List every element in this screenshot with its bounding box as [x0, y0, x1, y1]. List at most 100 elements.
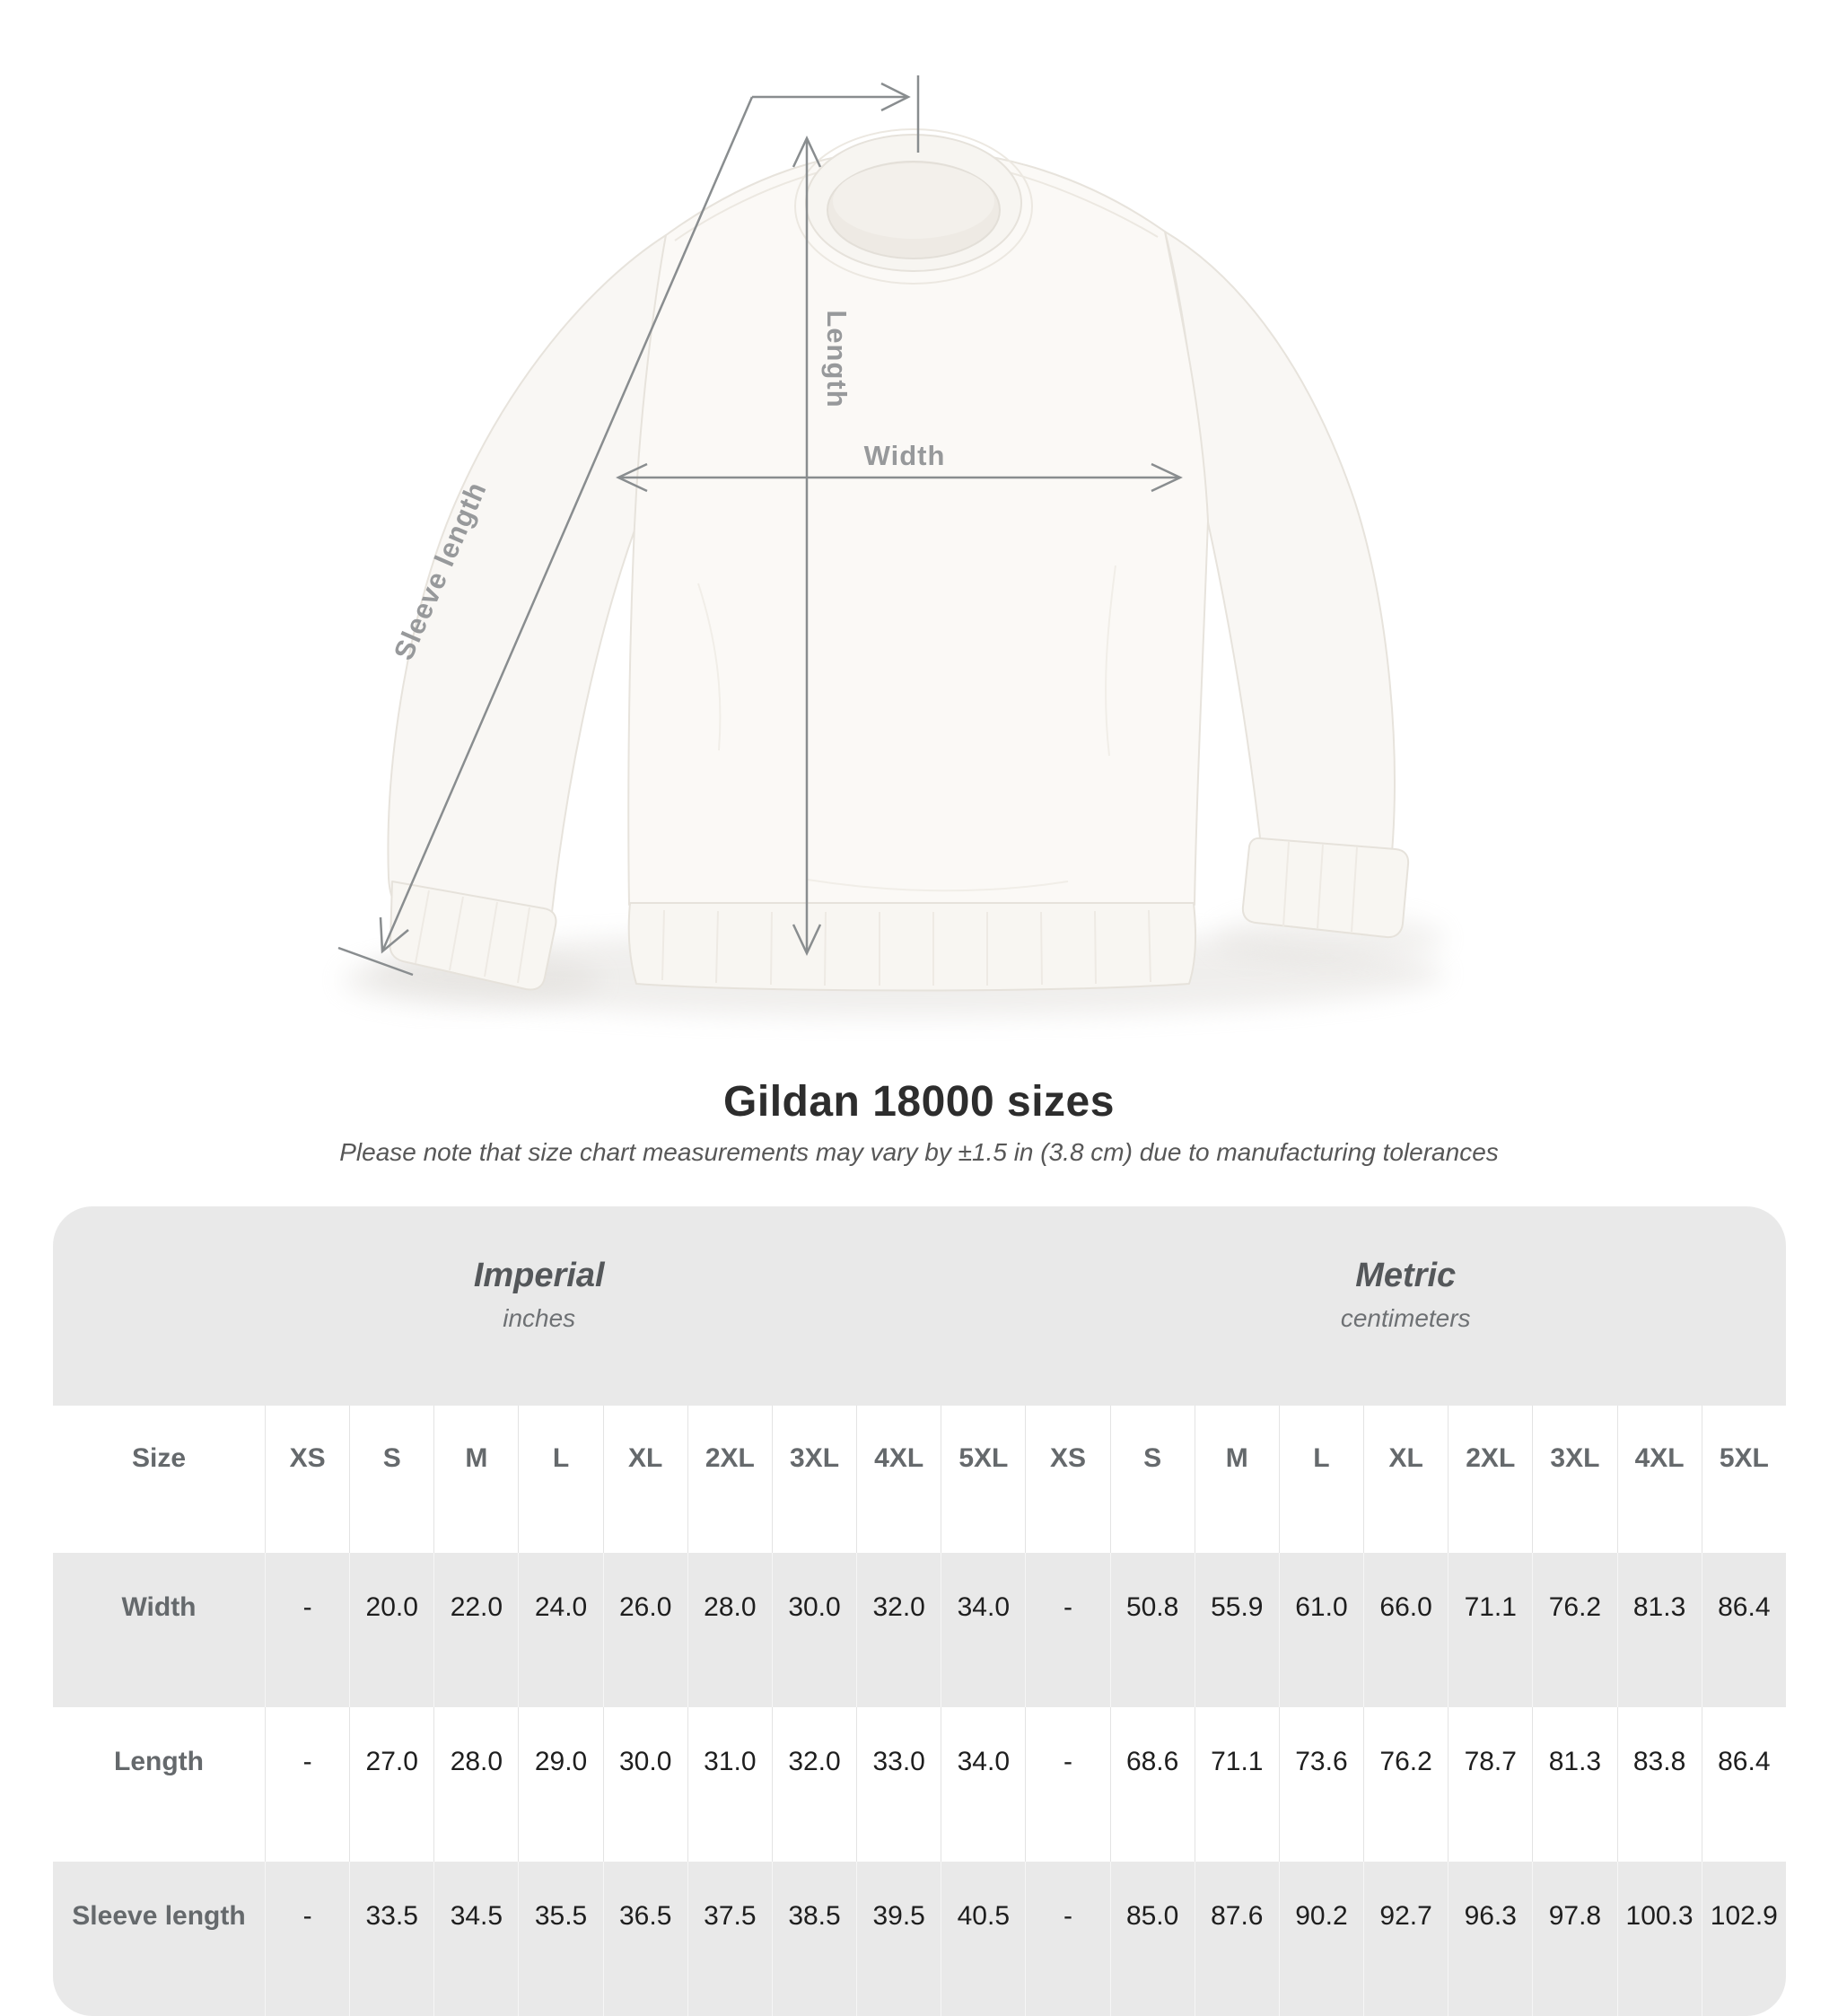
size-column-2xl: 2XL — [1448, 1406, 1533, 1553]
size-column-5xl: 5XL — [1701, 1406, 1786, 1553]
value-cell: 66.0 — [1363, 1553, 1449, 1707]
value-cell: 35.5 — [518, 1862, 603, 2016]
value-cell: 34.0 — [941, 1553, 1026, 1707]
left-cuff — [389, 881, 557, 991]
value-cell: 61.0 — [1278, 1553, 1364, 1707]
sleeve-length-arrowhead — [379, 916, 409, 954]
size-column-4xl: 4XL — [1616, 1406, 1702, 1553]
value-cell: 36.5 — [602, 1862, 687, 2016]
unit-group-imperial: Imperial inches — [53, 1206, 1026, 1406]
value-cell: 34.0 — [941, 1707, 1026, 1862]
value-cell: - — [1025, 1862, 1110, 2016]
value-cell: 81.3 — [1532, 1707, 1617, 1862]
value-cell: 28.0 — [687, 1553, 772, 1707]
value-cell: - — [265, 1553, 350, 1707]
value-cell: 100.3 — [1616, 1862, 1702, 2016]
value-cell: 71.1 — [1448, 1553, 1533, 1707]
size-column-3xl: 3XL — [1532, 1406, 1617, 1553]
width-label: Width — [864, 440, 946, 471]
size-column-4xl: 4XL — [856, 1406, 941, 1553]
value-cell: 81.3 — [1616, 1553, 1702, 1707]
shoulder-seams — [674, 171, 1159, 241]
size-column-header: Size — [53, 1406, 265, 1553]
value-cell: 38.5 — [771, 1862, 857, 2016]
size-column-xs: XS — [265, 1406, 350, 1553]
left-cuff-ribbing — [415, 890, 530, 984]
value-cell: 102.9 — [1701, 1862, 1786, 2016]
value-cell: 20.0 — [349, 1553, 434, 1707]
unit-group-label: Imperial — [473, 1256, 605, 1294]
value-cell: 34.5 — [433, 1862, 519, 2016]
size-column-l: L — [1278, 1406, 1364, 1553]
size-table: Imperial inches Metric centimeters Size XS S M L… — [53, 1206, 1786, 2016]
value-cell: 85.0 — [1109, 1862, 1195, 2016]
value-cell: 22.0 — [433, 1553, 519, 1707]
width-arrowhead-left — [616, 462, 648, 493]
collar-seam — [794, 128, 1033, 285]
waistband — [627, 902, 1197, 992]
value-cell: 50.8 — [1109, 1553, 1195, 1707]
value-cell: 90.2 — [1278, 1862, 1364, 2016]
size-column-l: L — [518, 1406, 603, 1553]
value-cell: 83.8 — [1616, 1707, 1702, 1862]
value-cell: 73.6 — [1278, 1707, 1364, 1862]
value-cell: 31.0 — [687, 1707, 772, 1862]
unit-group-metric: Metric centimeters — [1025, 1206, 1786, 1406]
value-cell: 96.3 — [1448, 1862, 1533, 2016]
size-column-xl: XL — [1363, 1406, 1449, 1553]
value-cell: 78.7 — [1448, 1707, 1533, 1862]
size-chart-page: Width Length Sleeve length Gildan 18000 … — [53, 75, 1786, 2016]
size-column-m: M — [433, 1406, 519, 1553]
value-cell: - — [1025, 1553, 1110, 1707]
size-table-container: Imperial inches Metric centimeters Size XS S M L… — [53, 1206, 1786, 2016]
value-cell: 32.0 — [771, 1707, 857, 1862]
unit-group-row: Imperial inches Metric centimeters — [53, 1206, 1786, 1406]
shoulder-reference-arrowhead — [880, 82, 911, 112]
value-cell: 76.2 — [1532, 1553, 1617, 1707]
sleeve-length-end-tick — [337, 946, 414, 977]
value-cell: 33.0 — [856, 1707, 941, 1862]
value-cell: 68.6 — [1109, 1707, 1195, 1862]
collar-inner-back — [833, 163, 994, 239]
right-cuff — [1241, 837, 1410, 939]
value-cell: 24.0 — [518, 1553, 603, 1707]
size-column-xl: XL — [602, 1406, 687, 1553]
value-cell: 28.0 — [433, 1707, 519, 1862]
right-cuff-ribbing — [1282, 841, 1358, 933]
sweatshirt-image — [387, 128, 1410, 992]
size-column-3xl: 3XL — [771, 1406, 857, 1553]
unit-group-sublabel: inches — [503, 1303, 576, 1332]
value-cell: - — [1025, 1707, 1110, 1862]
table-row: Length -27.0 28.0 29.0 30.0 31.0 32.0 33.0 34.0-… — [53, 1707, 1786, 1862]
value-cell: - — [265, 1707, 350, 1862]
size-column-s: S — [1109, 1406, 1195, 1553]
length-label: Length — [821, 310, 853, 408]
value-cell: 39.5 — [856, 1862, 941, 2016]
value-cell: 97.8 — [1532, 1862, 1617, 2016]
value-cell: 30.0 — [771, 1553, 857, 1707]
size-header-row: Size XS S M L XL 2XL 3XL 4XL 5XL XS S M L XL 2XL 3XL 4XL 5… — [53, 1406, 1786, 1553]
size-column-2xl: 2XL — [687, 1406, 772, 1553]
waistband-ribbing — [661, 909, 1151, 986]
value-cell: 33.5 — [349, 1862, 434, 2016]
unit-group-label: Metric — [1355, 1256, 1457, 1294]
value-cell: 76.2 — [1363, 1707, 1449, 1862]
size-column-m: M — [1194, 1406, 1279, 1553]
size-column-5xl: 5XL — [941, 1406, 1026, 1553]
sleeve-length-line — [381, 96, 754, 952]
table-row: Width -20.0 22.0 24.0 26.0 28.0 30.0 32.0 34.0-5… — [53, 1553, 1786, 1707]
value-cell: 86.4 — [1701, 1707, 1786, 1862]
unit-group-sublabel: centimeters — [1340, 1303, 1471, 1332]
row-label: Sleeve length — [53, 1862, 265, 2016]
length-arrowhead-bottom — [792, 924, 822, 956]
row-label: Length — [53, 1707, 265, 1862]
value-cell: 55.9 — [1194, 1553, 1279, 1707]
value-cell: 71.1 — [1194, 1707, 1279, 1862]
size-column-xs: XS — [1025, 1406, 1110, 1553]
value-cell: 26.0 — [602, 1553, 687, 1707]
sweatshirt-diagram: Width Length Sleeve length — [337, 75, 1445, 1017]
value-cell: 87.6 — [1194, 1862, 1279, 2016]
page-title: Gildan 18000 sizes — [723, 1078, 1115, 1126]
value-cell: 86.4 — [1701, 1553, 1786, 1707]
fabric-creases — [697, 565, 1116, 892]
